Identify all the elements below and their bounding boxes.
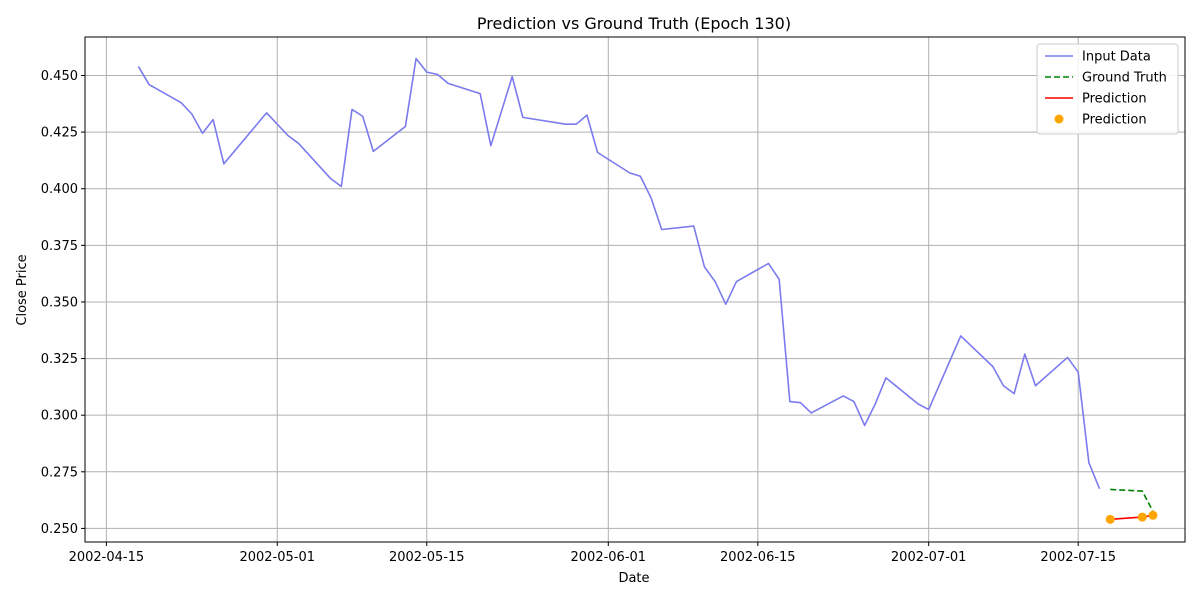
x-tick-label: 2002-05-01 [239,550,315,565]
y-tick-label: 0.400 [41,182,78,197]
y-tick-label: 0.425 [41,126,78,141]
legend-label: Prediction [1082,113,1147,128]
scatter-point [1148,510,1158,520]
y-tick-label: 0.325 [41,352,78,367]
legend-swatch [1054,114,1064,124]
series-line-input-data [137,57,1101,490]
legend-label: Input Data [1082,50,1151,65]
scatter-point [1105,514,1115,524]
grid [85,37,1185,542]
legend-label: Prediction [1082,92,1147,107]
y-tick-label: 0.275 [41,465,78,480]
x-tick-label: 2002-06-15 [720,550,796,565]
plot-series [137,57,1158,524]
x-tick-label: 2002-04-15 [69,550,145,565]
y-tick-label: 0.375 [41,239,78,254]
x-tick-label: 2002-07-01 [891,550,967,565]
y-tick-label: 0.350 [41,295,78,310]
y-tick-label: 0.300 [41,409,78,424]
y-axis-label: Close Price [15,254,30,325]
x-tick-label: 2002-07-15 [1040,550,1116,565]
scatter-point [1137,512,1147,522]
legend: Input Data Ground Truth Prediction Predicti… [1036,43,1179,135]
axis-ticks: 2002-04-15 2002-05-01 2002-05-15 2002-06-01… [41,69,1116,565]
chart-title: Prediction vs Ground Truth (Epoch 130) [477,14,791,33]
legend-label: Ground Truth [1082,71,1167,86]
plot-frame [84,36,1186,543]
series-line-ground-truth [1110,488,1154,512]
x-tick-label: 2002-06-01 [571,550,647,565]
y-tick-label: 0.250 [41,522,78,537]
legend-box [1036,43,1179,135]
x-tick-label: 2002-05-15 [389,550,465,565]
x-axis-label: Date [618,571,649,586]
y-tick-label: 0.450 [41,69,78,84]
